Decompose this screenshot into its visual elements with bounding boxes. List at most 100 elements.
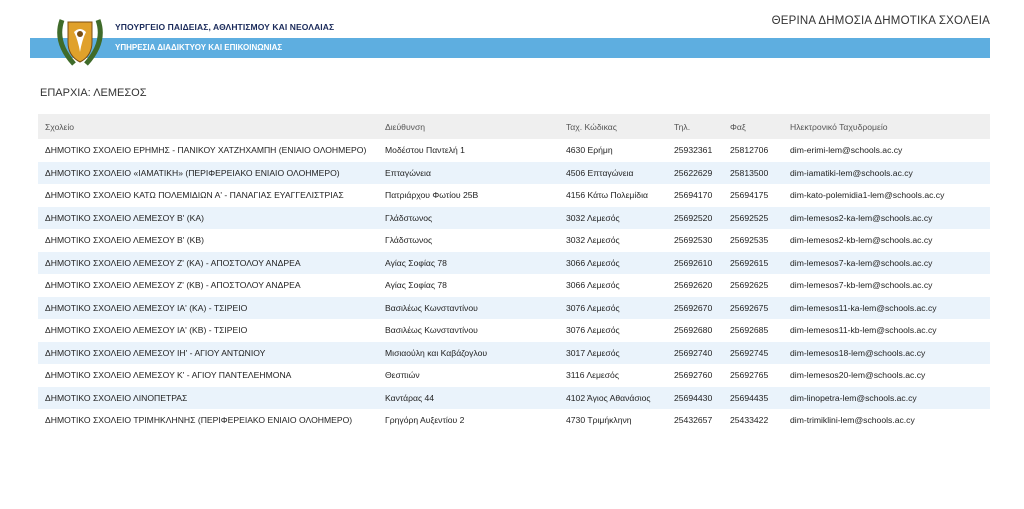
table-cell: dim-lemesos2-ka-lem@schools.ac.cy <box>783 206 990 229</box>
table-cell: ΔΗΜΟΤΙΚΟ ΣΧΟΛΕΙΟ ΛΕΜΕΣΟΥ ΙΗ' - ΑΓΙΟΥ ΑΝΤ… <box>38 341 378 364</box>
table-row: ΔΗΜΟΤΙΚΟ ΣΧΟΛΕΙΟ ΕΡΗΜΗΣ - ΠΑΝΙΚΟΥ ΧΑΤΖΗΧ… <box>38 139 990 162</box>
header-row: Σχολείο Διεύθυνση Ταχ. Κώδικας Τηλ. Φαξ Ηλεκτ… <box>38 114 990 139</box>
table-row: ΔΗΜΟΤΙΚΟ ΣΧΟΛΕΙΟ ΛΙΝΟΠΕΤΡΑΣ Καντάρας 44 41… <box>38 386 990 409</box>
table-cell: Γρηγόρη Αυξεντίου 2 <box>385 415 465 426</box>
table-cell: 4156 Κάτω Πολεμίδια <box>566 190 648 201</box>
table-cell: ΔΗΜΟΤΙΚΟ ΣΧΟΛΕΙΟ ΛΕΜΕΣΟΥ Β' (ΚΑ) <box>38 206 378 229</box>
table-cell: 3076 Λεμεσός <box>566 325 620 336</box>
table-cell: 25694430 <box>667 386 723 409</box>
table-cell: dim-lemesos7-ka-lem@schools.ac.cy <box>783 251 990 274</box>
table-cell: 25692745 <box>723 341 783 364</box>
table-cell: ΔΗΜΟΤΙΚΟ ΣΧΟΛΕΙΟ ΛΕΜΕΣΟΥ Ζ' (ΚΑ) - ΑΠΟΣΤ… <box>38 251 378 274</box>
table-cell: Γλάδστωνος <box>385 235 433 246</box>
column-header: Τηλ. <box>667 114 723 139</box>
table-cell: 25692740 <box>667 341 723 364</box>
table-row: ΔΗΜΟΤΙΚΟ ΣΧΟΛΕΙΟ «ΙΑΜΑΤΙΚΗ» (ΠΕΡΙΦΕΡΕΙΑΚ… <box>38 161 990 184</box>
table-cell: 3076 Λεμεσός <box>559 296 667 319</box>
header-bar <box>30 38 990 58</box>
table-cell: 3116 Λεμεσός <box>566 370 619 381</box>
table-cell: ΔΗΜΟΤΙΚΟ ΣΧΟΛΕΙΟ «ΙΑΜΑΤΙΚΗ» (ΠΕΡΙΦΕΡΕΙΑΚ… <box>38 161 378 184</box>
ministry-name: ΥΠΟΥΡΓΕΙΟ ΠΑΙΔΕΙΑΣ, ΑΘΛΗΤΙΣΜΟΥ ΚΑΙ ΝΕΟΛΑ… <box>115 22 335 32</box>
table-cell: Βασιλέως Κωνσταντίνου <box>385 325 478 336</box>
table-row: ΔΗΜΟΤΙΚΟ ΣΧΟΛΕΙΟ ΛΕΜΕΣΟΥ ΙΑ' (ΚΑ) - ΤΣΙΡ… <box>38 296 990 319</box>
table-row: ΔΗΜΟΤΙΚΟ ΣΧΟΛΕΙΟ ΛΕΜΕΣΟΥ Β' (ΚΒ) Γλάδστων… <box>38 229 990 252</box>
table-row: ΔΗΜΟΤΙΚΟ ΣΧΟΛΕΙΟ ΤΡΙΜΗΚΛΗΝΗΣ (ΠΕΡΙΦΕΡΕΙΑ… <box>38 409 990 432</box>
table-row: ΔΗΜΟΤΙΚΟ ΣΧΟΛΕΙΟ ΚΑΤΩ ΠΟΛΕΜΙΔΙΩΝ Α' - ΠΑ… <box>38 184 990 207</box>
table-cell: Επταγώνεια <box>378 161 559 184</box>
table-cell: 4730 Τριμήκληνη <box>566 415 632 426</box>
table-cell: 25692610 <box>667 251 723 274</box>
table-row: ΔΗΜΟΤΙΚΟ ΣΧΟΛΕΙΟ ΛΕΜΕΣΟΥ ΙΗ' - ΑΓΙΟΥ ΑΝΤ… <box>38 341 990 364</box>
table-cell: 4630 Ερήμη <box>566 145 613 156</box>
table-row: ΔΗΜΟΤΙΚΟ ΣΧΟΛΕΙΟ ΛΕΜΕΣΟΥ Ζ' (ΚΒ) - ΑΠΟΣΤ… <box>38 274 990 297</box>
table-cell: 25692670 <box>667 296 723 319</box>
table-cell: dim-iamatiki-lem@schools.ac.cy <box>783 161 990 184</box>
table-cell: 25692625 <box>730 280 769 291</box>
table-cell: dim-lemesos7-kb-lem@schools.ac.cy <box>790 280 933 291</box>
table-cell: 25694175 <box>730 190 769 201</box>
table-row: ΔΗΜΟΤΙΚΟ ΣΧΟΛΕΙΟ ΛΕΜΕΣΟΥ ΙΑ' (ΚΒ) - ΤΣΙΡ… <box>38 319 990 342</box>
page-title: ΘΕΡΙΝΑ ΔΗΜΟΣΙΑ ΔΗΜΟΤΙΚΑ ΣΧΟΛΕΙΑ <box>771 15 990 27</box>
table-cell: dim-lemesos11-kb-lem@schools.ac.cy <box>790 325 937 336</box>
table-cell: Πατριάρχου Φωτίου 25Β <box>385 190 479 201</box>
table-cell: Μοδέστου Παντελή 1 <box>385 145 465 156</box>
table-cell: 3017 Λεμεσός <box>559 341 667 364</box>
table-cell: ΔΗΜΟΤΙΚΟ ΣΧΟΛΕΙΟ ΛΕΜΕΣΟΥ ΙΑ' (ΚΒ) - ΤΣΙΡ… <box>45 325 248 336</box>
table-cell: 25692680 <box>674 325 713 336</box>
table-cell: ΔΗΜΟΤΙΚΟ ΣΧΟΛΕΙΟ ΛΕΜΕΣΟΥ Κ' - ΑΓΙΟΥ ΠΑΝΤ… <box>45 370 292 381</box>
table-cell: ΔΗΜΟΤΙΚΟ ΣΧΟΛΕΙΟ ΚΑΤΩ ΠΟΛΕΜΙΔΙΩΝ Α' - ΠΑ… <box>45 190 344 201</box>
table-cell: 25433422 <box>730 415 769 426</box>
table-cell: dim-trimiklini-lem@schools.ac.cy <box>790 415 915 426</box>
table-cell: Θεσπιών <box>385 370 420 381</box>
table-cell: dim-lemesos2-kb-lem@schools.ac.cy <box>790 235 933 246</box>
column-header: Ταχ. Κώδικας <box>559 114 667 139</box>
table-cell: ΔΗΜΟΤΙΚΟ ΣΧΟΛΕΙΟ ΛΕΜΕΣΟΥ Β' (ΚΒ) <box>45 235 204 246</box>
table-cell: Αγίας Σοφίας 78 <box>385 280 447 291</box>
table-body: ΔΗΜΟΤΙΚΟ ΣΧΟΛΕΙΟ ΕΡΗΜΗΣ - ΠΑΝΙΚΟΥ ΧΑΤΖΗΧ… <box>38 139 990 432</box>
column-header: Ηλεκτρονικό Ταχυδρομείο <box>783 114 990 139</box>
table-cell: 4506 Επταγώνεια <box>559 161 667 184</box>
table-cell: dim-kato-polemidia1-lem@schools.ac.cy <box>790 190 945 201</box>
table-cell: Καντάρας 44 <box>378 386 559 409</box>
table-cell: dim-lemesos18-lem@schools.ac.cy <box>783 341 990 364</box>
table-cell: 25432657 <box>674 415 713 426</box>
table-cell: dim-erimi-lem@schools.ac.cy <box>790 145 903 156</box>
table-cell: 25812706 <box>730 145 769 156</box>
table-cell: dim-lemesos20-lem@schools.ac.cy <box>790 370 926 381</box>
table-cell: 25692675 <box>723 296 783 319</box>
table-cell: ΔΗΜΟΤΙΚΟ ΣΧΟΛΕΙΟ ΕΡΗΜΗΣ - ΠΑΝΙΚΟΥ ΧΑΤΖΗΧ… <box>45 145 367 156</box>
table-cell: 3032 Λεμεσός <box>559 206 667 229</box>
table-cell: 25932361 <box>674 145 713 156</box>
table-cell: 25694435 <box>723 386 783 409</box>
table-cell: 25692685 <box>730 325 769 336</box>
table-cell: 25692620 <box>674 280 713 291</box>
table-row: ΔΗΜΟΤΙΚΟ ΣΧΟΛΕΙΟ ΛΕΜΕΣΟΥ Β' (ΚΑ) Γλάδστων… <box>38 206 990 229</box>
table-cell: 25692525 <box>723 206 783 229</box>
table-cell: 25692615 <box>723 251 783 274</box>
table-row: ΔΗΜΟΤΙΚΟ ΣΧΟΛΕΙΟ ΛΕΜΕΣΟΥ Κ' - ΑΓΙΟΥ ΠΑΝΤ… <box>38 364 990 387</box>
column-header: Φαξ <box>723 114 783 139</box>
table-cell: Μισιαούλη και Καβάζογλου <box>378 341 559 364</box>
table-cell: Αγίας Σοφίας 78 <box>378 251 559 274</box>
table-cell: 3066 Λεμεσός <box>566 280 620 291</box>
service-name: ΥΠΗΡΕΣΙΑ ΔΙΑΔΙΚΤΥΟΥ ΚΑΙ ΕΠΙΚΟΙΝΩΝΙΑΣ <box>115 43 283 52</box>
table-cell: ΔΗΜΟΤΙΚΟ ΣΧΟΛΕΙΟ ΤΡΙΜΗΚΛΗΝΗΣ (ΠΕΡΙΦΕΡΕΙΑ… <box>45 415 353 426</box>
table-cell: 25622629 <box>667 161 723 184</box>
table-cell: ΔΗΜΟΤΙΚΟ ΣΧΟΛΕΙΟ ΛΕΜΕΣΟΥ ΙΑ' (ΚΑ) - ΤΣΙΡ… <box>38 296 378 319</box>
table-cell: Βασιλέως Κωνσταντίνου <box>378 296 559 319</box>
table-cell: 25692530 <box>674 235 713 246</box>
column-header: Σχολείο <box>38 114 378 139</box>
table-cell: 25692520 <box>667 206 723 229</box>
table-row: ΔΗΜΟΤΙΚΟ ΣΧΟΛΕΙΟ ΛΕΜΕΣΟΥ Ζ' (ΚΑ) - ΑΠΟΣΤ… <box>38 251 990 274</box>
logo <box>57 19 103 66</box>
schools-table: Σχολείο Διεύθυνση Ταχ. Κώδικας Τηλ. Φαξ Ηλεκτ… <box>38 114 990 432</box>
table-cell: 25692765 <box>730 370 769 381</box>
table-cell: 25692535 <box>730 235 769 246</box>
table-cell: 25692760 <box>674 370 713 381</box>
table-cell: ΔΗΜΟΤΙΚΟ ΣΧΟΛΕΙΟ ΛΙΝΟΠΕΤΡΑΣ <box>38 386 378 409</box>
table-cell: ΔΗΜΟΤΙΚΟ ΣΧΟΛΕΙΟ ΛΕΜΕΣΟΥ Ζ' (ΚΒ) - ΑΠΟΣΤ… <box>45 280 301 291</box>
table-cell: dim-linopetra-lem@schools.ac.cy <box>783 386 990 409</box>
table-cell: Γλάδστωνος <box>378 206 559 229</box>
column-header: Διεύθυνση <box>378 114 559 139</box>
